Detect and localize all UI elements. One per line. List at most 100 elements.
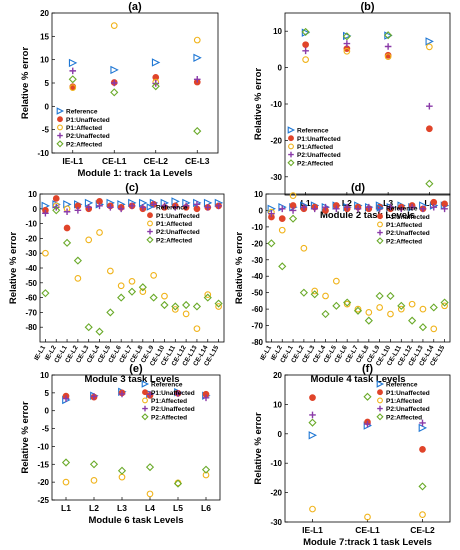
point-p2-affected — [299, 288, 308, 297]
point-p1-unaffected — [278, 215, 286, 223]
point-p2-affected — [151, 82, 160, 91]
point-p1-unaffected — [63, 224, 71, 232]
x-tick-label: CE-L1 — [355, 525, 380, 535]
panel-e: (e) -25 -20 -15 -10 -5 0 5 10 L1 L2 L3 L4 L5 L6 Module … — [20, 363, 221, 526]
point-p2-unaffected — [343, 40, 351, 47]
legend-label: P2:Unaffected — [156, 229, 200, 236]
x-tick-label: L4 — [145, 503, 155, 513]
y-tick-label: 10 — [273, 400, 282, 409]
x-tick-label: CE-L3 — [185, 156, 210, 166]
legend-marker-p1-unaffected — [142, 389, 148, 396]
point-p2-affected — [425, 179, 434, 188]
point-p2-unaffected — [278, 205, 286, 213]
y-tick-label: 0 — [278, 64, 283, 73]
y-tick-label: -60 — [251, 305, 263, 314]
x-tick-label: L2 — [89, 503, 99, 513]
point-p1-affected — [426, 43, 433, 51]
point-p2-affected — [84, 323, 93, 332]
point-p2-unaffected — [118, 390, 126, 398]
point-p2-unaffected — [96, 202, 103, 210]
point-p2-unaffected — [69, 67, 77, 75]
point-p1-affected — [302, 56, 309, 63]
point-p2-affected — [201, 465, 211, 474]
point-p2-affected — [397, 301, 406, 310]
legend-label: P2:Affected — [386, 238, 422, 245]
x-axis-title: Module 2 task Levels — [320, 210, 415, 221]
legend-marker-p1-affected — [377, 221, 383, 228]
y-tick-label: 0 — [259, 206, 264, 215]
point-p2-affected — [343, 298, 352, 307]
point-p2-affected — [193, 126, 202, 136]
y-axis-title: Relative % error — [20, 47, 31, 120]
point-p1-unaffected — [419, 446, 426, 453]
legend-label: P2:Unaffected — [151, 406, 195, 413]
point-p2-affected — [145, 463, 155, 472]
legend-label: P2:Affected — [156, 237, 192, 244]
legend-marker-p2-affected — [56, 140, 64, 148]
point-p1-unaffected — [302, 41, 309, 49]
point-p1-affected — [365, 309, 373, 316]
legend-label: Reference — [66, 109, 98, 116]
legend-marker-p1-affected — [147, 220, 153, 227]
point-p2-unaffected — [268, 210, 275, 218]
legend-label: P1:Unaffected — [297, 136, 341, 143]
point-p2-affected — [288, 214, 298, 223]
point-p1-affected — [408, 300, 416, 308]
x-tick-label: IE-L1 — [302, 525, 323, 535]
legend-label: P1:Affected — [151, 398, 187, 405]
point-p2-affected — [117, 466, 127, 475]
point-p1-affected — [42, 249, 49, 257]
point-p2-affected — [149, 293, 158, 302]
point-p1-affected — [90, 477, 98, 484]
point-p2-unaffected — [202, 394, 210, 402]
plot-frame — [51, 12, 219, 154]
point-p2-unaffected — [309, 411, 316, 419]
legend-marker-p2-unaffected — [142, 405, 148, 412]
legend-label: P1:Unaffected — [386, 390, 430, 397]
panel-title: (e) — [129, 363, 143, 375]
y-tick-label: -20 — [37, 478, 49, 487]
point-p2-unaffected — [150, 201, 157, 208]
point-p1-affected — [343, 300, 351, 308]
legend-marker-p1-unaffected — [57, 116, 63, 123]
point-p2-affected — [203, 293, 212, 302]
legend-marker-p1-affected — [377, 397, 383, 404]
legend-marker-reference — [141, 380, 150, 388]
point-p1-affected — [278, 226, 286, 234]
point-p2-unaffected — [408, 203, 416, 211]
y-axis-title: Relative % error — [8, 232, 19, 305]
point-reference — [68, 58, 78, 68]
legend-marker-p2-unaffected — [57, 132, 63, 139]
point-reference — [308, 431, 318, 440]
point-p2-unaffected — [302, 47, 309, 55]
point-p1-affected — [146, 490, 154, 498]
x-axis-title: Module 7:track 1 task Levels — [303, 537, 432, 548]
legend-marker-p2-unaffected — [288, 151, 294, 158]
legend-label: P1:Affected — [66, 125, 102, 132]
legend-label: P1:Unaffected — [156, 213, 200, 220]
point-p2-affected — [308, 418, 317, 427]
point-p2-affected — [332, 301, 341, 310]
point-p2-affected — [173, 479, 183, 488]
point-p2-unaffected — [193, 201, 201, 208]
y-tick-label: 20 — [40, 9, 49, 18]
y-tick-label: -60 — [25, 294, 37, 303]
legend-marker-p1-affected — [142, 397, 148, 404]
legend-marker-reference — [146, 203, 155, 211]
legend-label: P1:Affected — [386, 222, 422, 229]
point-p2-affected — [95, 327, 104, 336]
point-p2-unaffected — [343, 203, 351, 211]
y-tick-label: -25 — [37, 496, 49, 505]
y-tick-label: -20 — [270, 489, 282, 498]
legend-marker-reference — [287, 126, 296, 134]
x-tick-label: L2 — [342, 198, 352, 208]
point-p2-unaffected — [90, 393, 98, 400]
point-p2-unaffected — [364, 420, 371, 428]
legend-label: P2:Affected — [66, 141, 102, 148]
point-p1-affected — [139, 288, 147, 296]
point-p2-unaffected — [107, 204, 114, 211]
legend-label: Reference — [386, 382, 418, 389]
point-p2-affected — [301, 27, 310, 37]
point-p2-unaffected — [139, 204, 147, 211]
